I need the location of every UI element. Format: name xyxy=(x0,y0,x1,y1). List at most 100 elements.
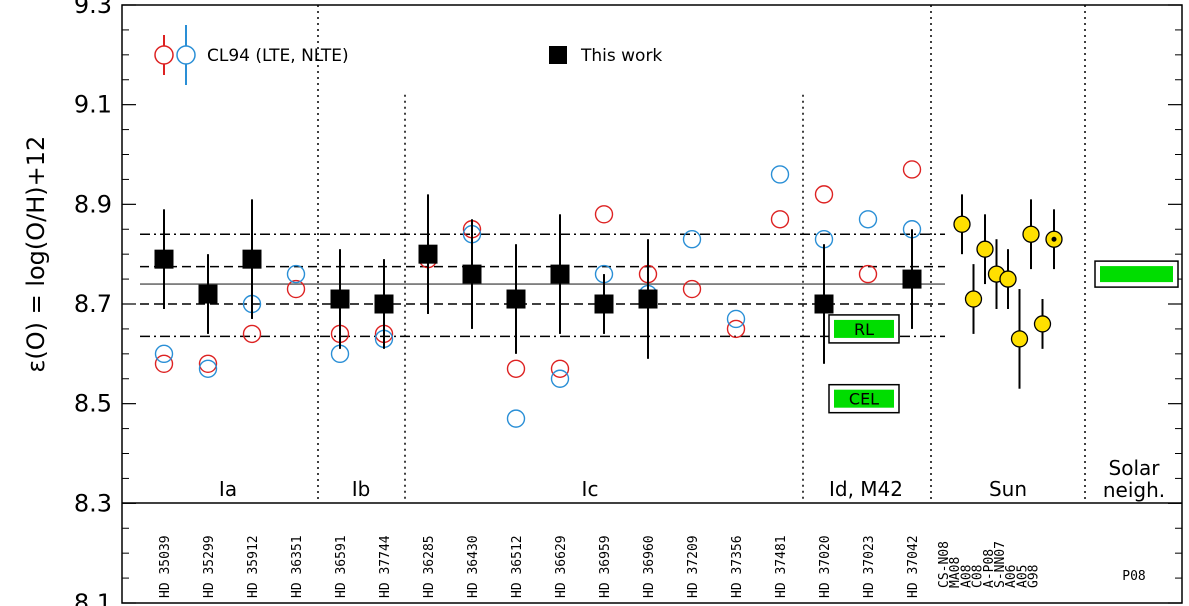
cl94-lte-point xyxy=(506,359,526,378)
cl94-nlte-point xyxy=(726,309,746,329)
cl94-nlte-point xyxy=(154,344,174,364)
y-tick-label: 8.9 xyxy=(74,190,112,218)
star-name-label: HD 37209 xyxy=(686,535,701,598)
legend-nlte-symbol xyxy=(176,45,196,65)
star-name-label: HD 35299 xyxy=(202,535,217,598)
cl94-nlte-point xyxy=(286,264,306,284)
legend-this-work-symbol xyxy=(549,46,567,64)
cl94-lte-point xyxy=(154,354,174,373)
star-name-label: HD 37023 xyxy=(862,535,877,598)
group-label: Ia xyxy=(219,477,237,501)
cl94-nlte-point xyxy=(550,369,570,388)
this-work-point xyxy=(198,284,218,304)
y-tick-label: 9.1 xyxy=(74,91,112,119)
group-label: Ib xyxy=(352,477,371,501)
sun-point xyxy=(976,240,994,258)
y-tick-label: 9.3 xyxy=(74,0,112,19)
this-work-point xyxy=(374,294,394,314)
sun-reference-label: A-P08 xyxy=(982,549,997,588)
sun-reference-label: A06 xyxy=(1004,565,1019,588)
this-work-point xyxy=(902,269,922,289)
sun-reference-label: CS-N08 xyxy=(937,541,952,588)
m42-box-label: CEL xyxy=(849,390,879,409)
plot-frame xyxy=(121,4,1183,604)
star-name-label: HD 36591 xyxy=(334,535,349,598)
sun-point xyxy=(1033,315,1052,333)
this-work-point xyxy=(330,289,350,309)
cl94-lte-point xyxy=(814,185,834,204)
legend-cl94-label: CL94 (LTE, NLTE) xyxy=(207,46,349,66)
star-name-label: HD 37481 xyxy=(774,535,789,598)
this-work-point xyxy=(550,264,570,284)
star-name-label: HD 37020 xyxy=(818,535,833,598)
star-name-label: HD 36960 xyxy=(642,535,657,598)
star-name-label: HD 37042 xyxy=(906,535,921,598)
y-tick-label: 8.1 xyxy=(74,589,112,606)
reference-lines xyxy=(140,5,1086,503)
star-name-label: HD 37744 xyxy=(378,535,393,598)
star-name-label: HD 35912 xyxy=(246,535,261,598)
group-label: Sun xyxy=(989,477,1027,501)
legend-this-work-label: This work xyxy=(580,46,662,66)
this-work-point xyxy=(638,289,658,309)
this-work-point xyxy=(154,249,174,269)
y-tick-label: 8.5 xyxy=(74,390,112,418)
star-name-label: HD 35039 xyxy=(158,535,173,598)
cl94-nlte-point xyxy=(198,359,218,378)
solar-neighbourhood-fill xyxy=(1100,266,1173,283)
star-name-label: HD 36629 xyxy=(554,535,569,598)
star-name-label: HD 36430 xyxy=(466,535,481,598)
group-label: Ic xyxy=(582,477,599,501)
sun-reference-label: G98 xyxy=(1027,565,1042,588)
sun-point xyxy=(953,215,971,233)
group-label: Id, M42 xyxy=(829,477,903,501)
cl94-lte-point xyxy=(550,359,570,378)
cl94-nlte-point xyxy=(770,165,790,184)
sun-point xyxy=(1010,330,1029,348)
cl94-nlte-point xyxy=(682,230,702,249)
this-work-point xyxy=(462,264,482,284)
sun-point-dot xyxy=(1051,236,1057,242)
cl94-lte-point xyxy=(858,264,878,284)
this-work-point xyxy=(594,294,614,314)
legend-lte-symbol xyxy=(154,45,174,65)
y-tick-label: 8.7 xyxy=(74,290,112,318)
cl94-nlte-point xyxy=(506,409,526,428)
sun-reference-label: S-NN07 xyxy=(993,541,1008,588)
cl94-lte-point xyxy=(682,279,702,299)
star-name-label: HD 36512 xyxy=(510,535,525,598)
cl94-lte-point xyxy=(902,160,922,179)
group-label-line: neigh. xyxy=(1103,478,1165,502)
this-work-point xyxy=(814,294,834,314)
sun-reference-label: A08 xyxy=(959,565,974,588)
this-work-point xyxy=(418,244,438,264)
sun-point xyxy=(964,290,983,308)
sun-reference-label: MA08 xyxy=(948,557,963,588)
m42-box-fill xyxy=(834,389,894,408)
star-name-label: HD 36959 xyxy=(598,535,613,598)
data-layer xyxy=(154,160,1179,428)
cl94-lte-point xyxy=(242,324,262,344)
cl94-lte-point xyxy=(198,354,218,373)
y-axis-title: ε(O) = log(O/H)+12 xyxy=(22,136,50,373)
star-name-label: HD 36351 xyxy=(290,535,305,598)
sun-point xyxy=(1022,225,1040,243)
y-tick-label: 8.3 xyxy=(74,489,112,517)
group-label-line: Solar xyxy=(1109,456,1161,480)
solar-neighbourhood-label: P08 xyxy=(1122,569,1145,584)
sun-reference-label: A05 xyxy=(1015,565,1030,588)
cl94-lte-point xyxy=(726,319,746,339)
this-work-point xyxy=(242,249,262,269)
m42-box-fill xyxy=(834,319,894,338)
m42-box-label: RL xyxy=(854,320,874,339)
legend: CL94 (LTE, NLTE) This work xyxy=(154,25,662,85)
cl94-nlte-point xyxy=(858,210,878,229)
sun-point xyxy=(999,270,1017,288)
star-name-label: HD 36285 xyxy=(422,535,437,598)
star-name-label: HD 37356 xyxy=(730,535,745,598)
cl94-lte-point xyxy=(286,279,306,299)
label-layer: 8.1 8.3 8.5 8.7 8.9 9.1 9.3 ε(O) = log(O/H)+12 R… xyxy=(22,0,1165,606)
sun-reference-label: C08 xyxy=(971,565,986,588)
cl94-lte-point xyxy=(770,210,790,229)
